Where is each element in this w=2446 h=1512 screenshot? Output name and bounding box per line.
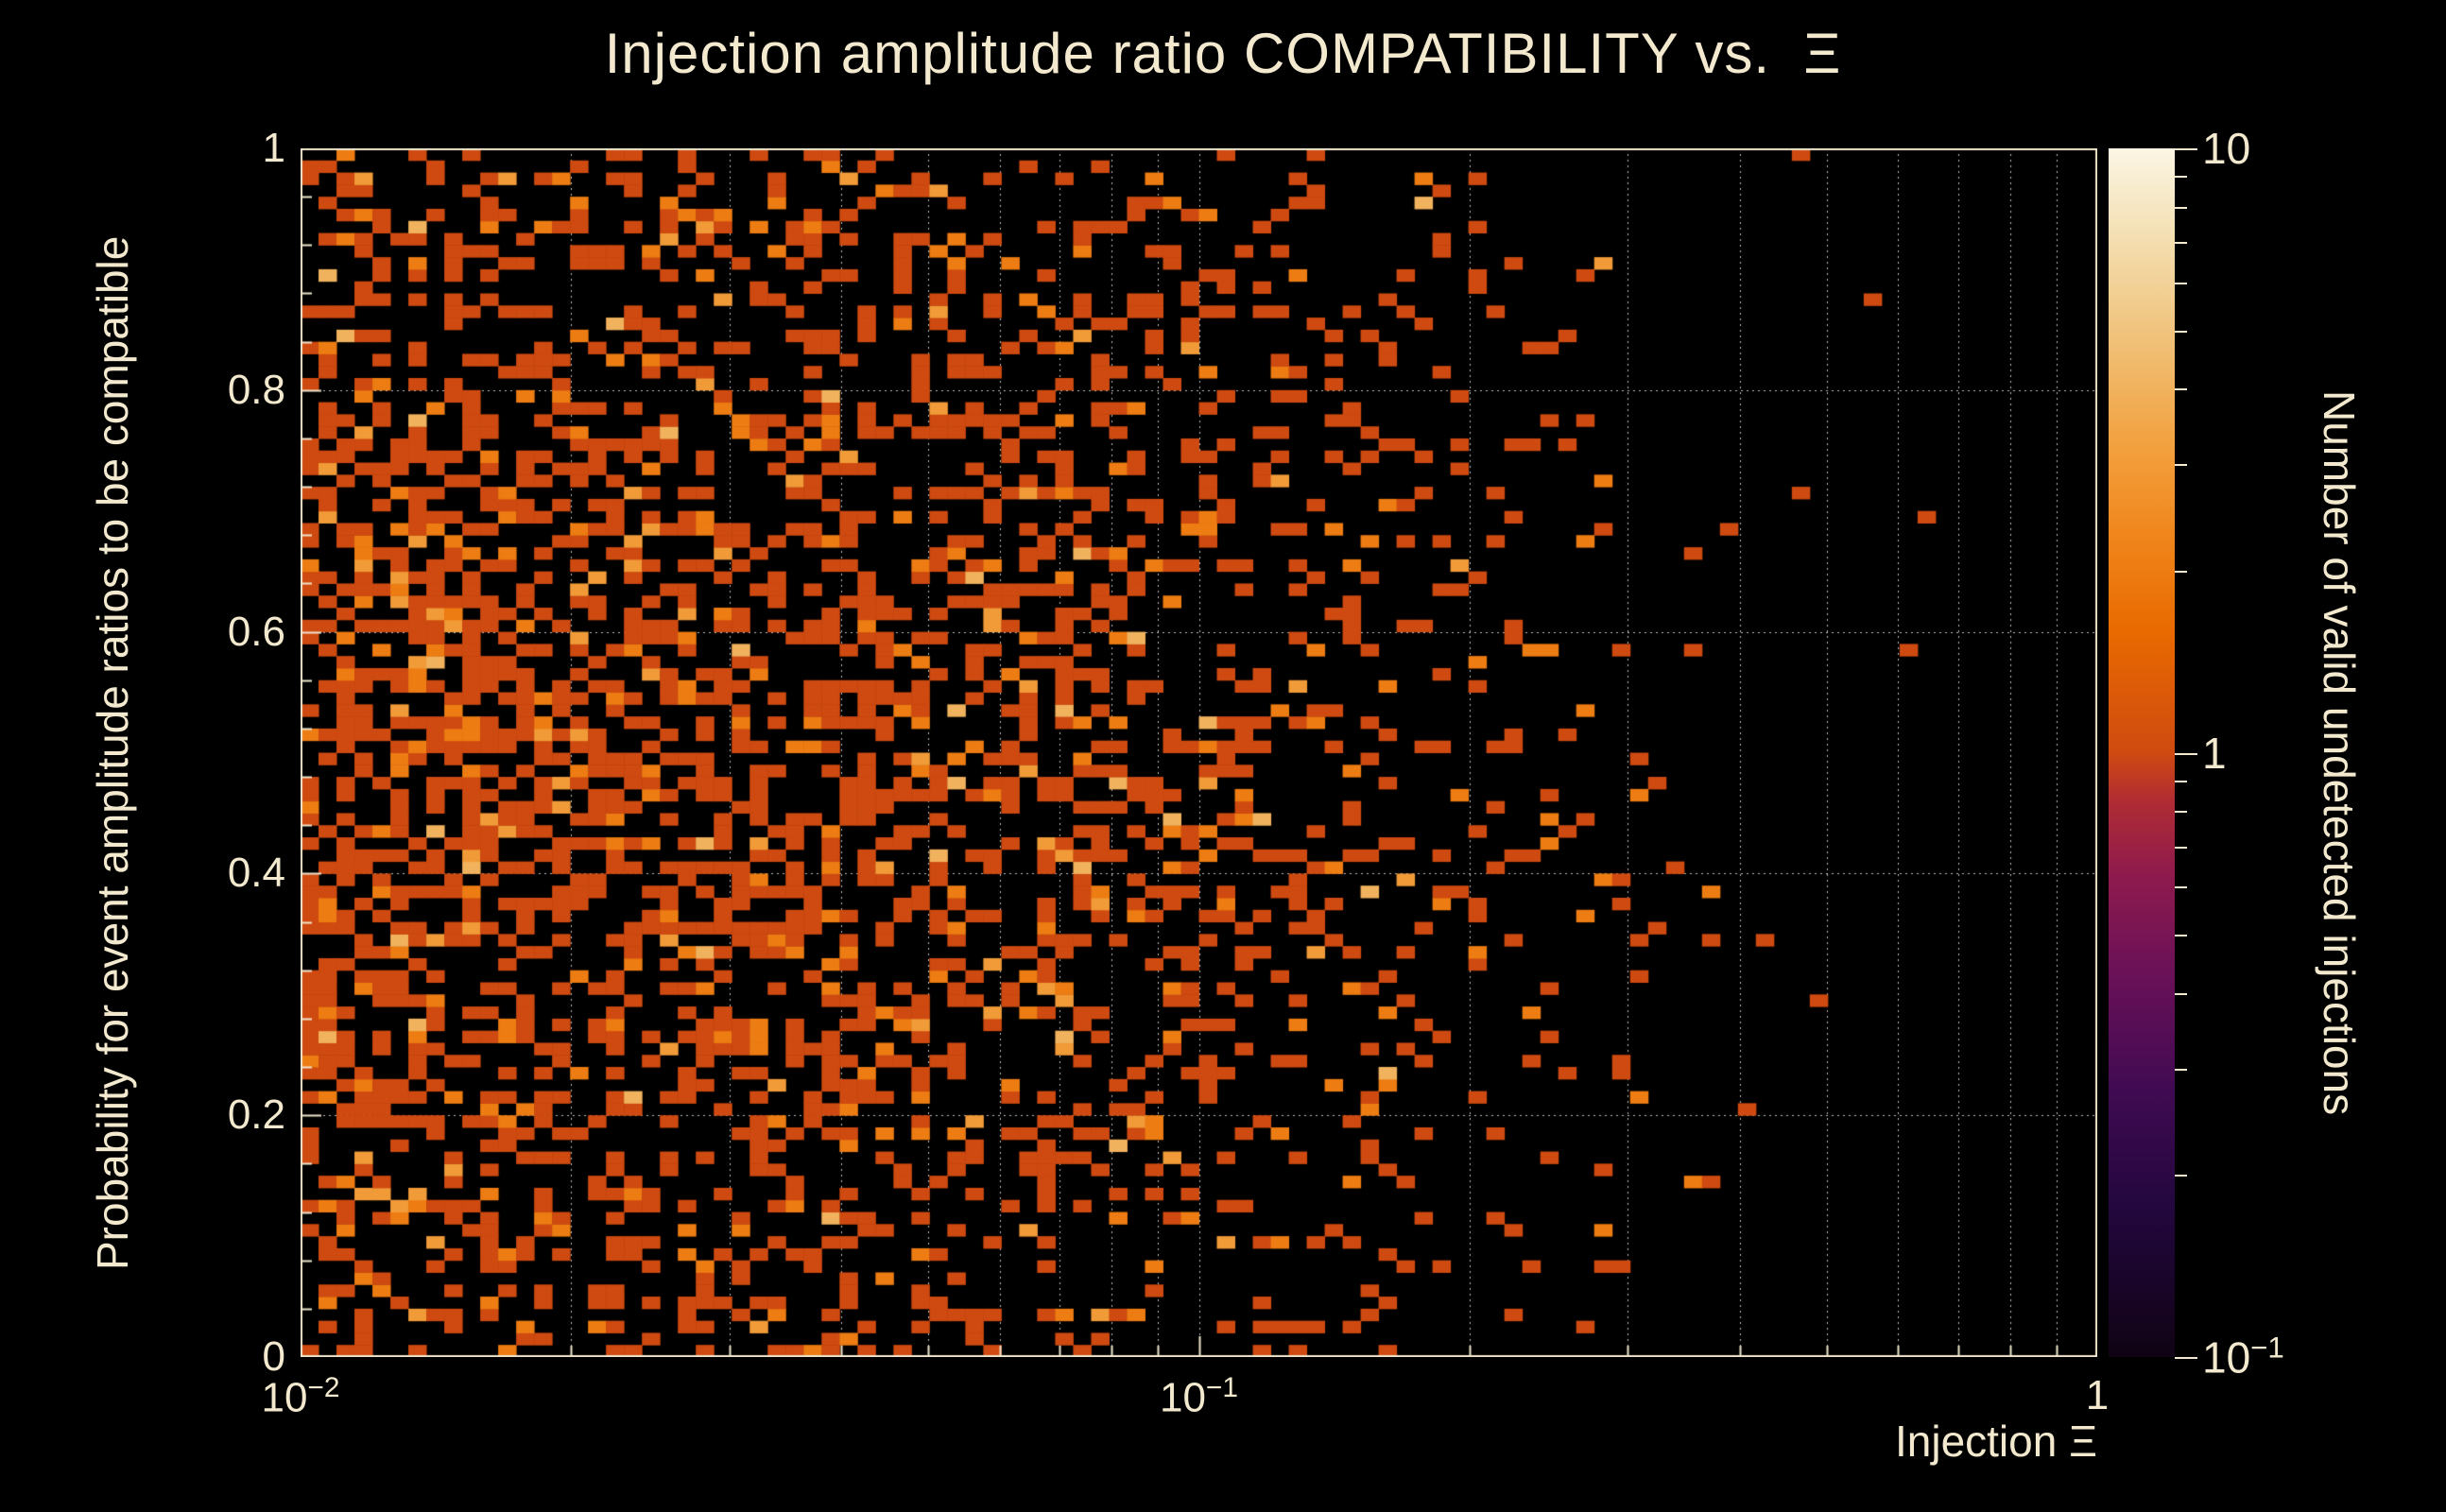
colorbar-tick xyxy=(2175,886,2187,889)
colorbar-tick xyxy=(2175,846,2187,849)
x-tick-label: 1 xyxy=(2085,1372,2110,1418)
colorbar-tick xyxy=(2175,176,2187,179)
y-axis-tick-labels: 0 0.2 0.4 0.6 0.8 1 xyxy=(132,125,285,1380)
colorbar-tick xyxy=(2175,282,2187,284)
colorbar-gradient xyxy=(2109,148,2197,1359)
y-tick-label: 0.2 xyxy=(227,1091,285,1139)
y-tick-label: 0.8 xyxy=(227,366,285,413)
colorbar-tick xyxy=(2175,935,2187,936)
colorbar-tick xyxy=(2175,388,2187,391)
colorbar-tick xyxy=(2175,1175,2187,1177)
colorbar-tick xyxy=(2175,811,2187,814)
y-axis-title: Probability for event amplitude ratios t… xyxy=(88,235,137,1270)
y-tick-label: 0.4 xyxy=(227,850,285,897)
colorbar-tick xyxy=(2175,1068,2187,1071)
chart-title: Injection amplitude ratio COMPATIBILITY … xyxy=(604,22,1842,85)
colorbar-tick xyxy=(2175,242,2187,245)
x-tick-label: 10−2 xyxy=(261,1372,340,1421)
colorbar-axis-title: Number of valid undetected injections xyxy=(2315,389,2364,1116)
y-tick-label: 0 xyxy=(262,1333,285,1380)
x-tick-label: 10−1 xyxy=(1159,1372,1239,1421)
colorbar-tick-label: 1 xyxy=(2202,728,2227,778)
colorbar-tick xyxy=(2175,330,2187,333)
x-axis-title: Injection Ξ xyxy=(1894,1417,2097,1466)
tick-exponent: −1 xyxy=(1205,1372,1239,1403)
colorbar-tick xyxy=(2175,206,2187,209)
colorbar-tick xyxy=(2175,1357,2197,1359)
y-tick-label: 0.6 xyxy=(227,608,285,655)
colorbar-tick-labels: 10 1 10−1 xyxy=(2202,124,2325,1383)
colorbar-tick-label: 10−1 xyxy=(2202,1331,2284,1383)
colorbar-tick xyxy=(2175,570,2187,573)
x-axis-tick-labels: 10−2 10−1 1 xyxy=(261,1372,2109,1429)
heatmap-canvas xyxy=(301,148,2097,1357)
colorbar-tick xyxy=(2175,780,2187,782)
plot-frame xyxy=(301,148,2097,1357)
colorbar-tick xyxy=(2175,992,2187,995)
colorbar-tick-label: 10 xyxy=(2202,124,2251,173)
colorbar-tick xyxy=(2175,464,2187,467)
colorbar-tick xyxy=(2175,752,2197,755)
y-tick-label: 1 xyxy=(262,125,285,171)
tick-exponent: −2 xyxy=(307,1372,340,1403)
colorbar-tick xyxy=(2175,148,2197,150)
tick-exponent: −1 xyxy=(2250,1331,2284,1365)
